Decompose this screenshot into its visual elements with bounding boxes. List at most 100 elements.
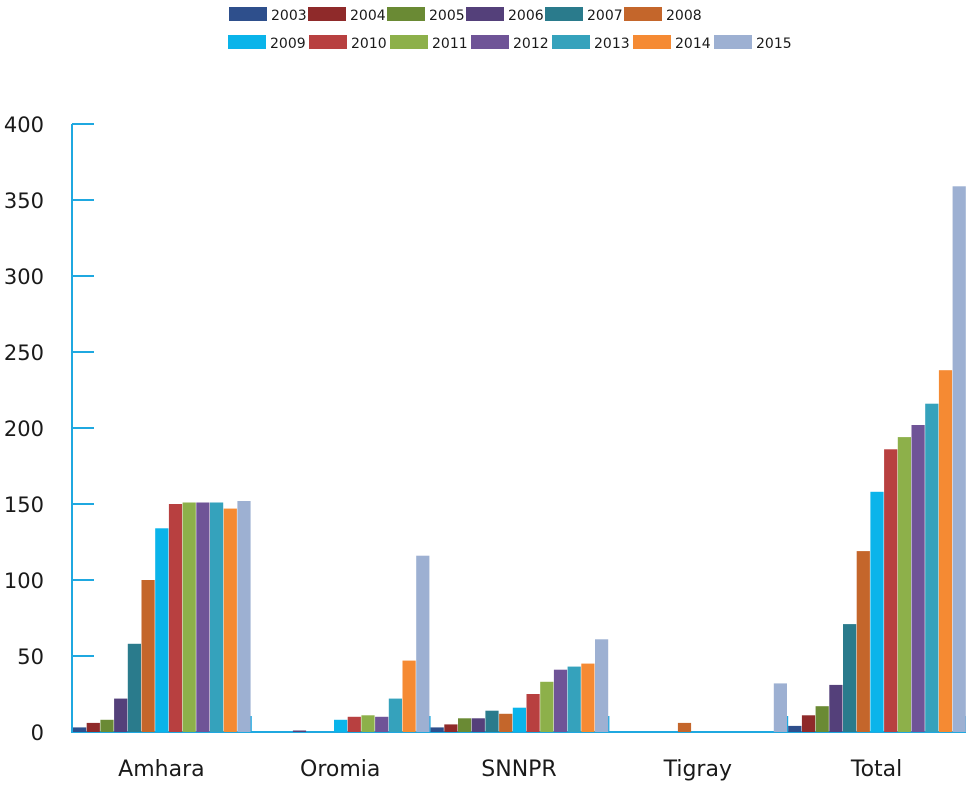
bar-snnpr-2007 — [485, 710, 499, 732]
bar-total-2010 — [884, 449, 898, 732]
bar-total-2012 — [911, 425, 925, 732]
bar-snnpr-2009 — [512, 707, 526, 732]
legend-label: 2006 — [508, 8, 544, 24]
legend-swatch — [552, 35, 590, 49]
legend-swatch — [633, 35, 671, 49]
x-category-label: Amhara — [118, 757, 204, 782]
legend-item-2006: 2006 — [466, 7, 544, 24]
bar-snnpr-2004 — [444, 724, 458, 732]
y-tick-label: 250 — [4, 341, 44, 365]
bar-amhara-2010 — [168, 504, 183, 732]
bar-total-2013 — [925, 403, 939, 732]
legend-label: 2009 — [270, 36, 306, 52]
legend-swatch — [624, 7, 662, 21]
legend-item-2005: 2005 — [387, 7, 465, 24]
bar-total-2006 — [829, 684, 843, 732]
bars — [73, 186, 966, 733]
bar-oromia-2009 — [334, 719, 348, 732]
bar-oromia-2012 — [375, 716, 389, 732]
bar-total-2015 — [952, 186, 966, 733]
legend-item-2007: 2007 — [545, 7, 623, 24]
bar-amhara-2009 — [155, 528, 169, 732]
bar-total-2003 — [788, 725, 802, 732]
bar-total-2008 — [856, 551, 870, 732]
legend-item-2004: 2004 — [308, 7, 386, 24]
x-category-label: Total — [850, 757, 902, 782]
bar-amhara-2007 — [127, 643, 141, 732]
legend-item-2003: 2003 — [229, 7, 307, 24]
bar-snnpr-2013 — [567, 666, 581, 732]
bar-amhara-2014 — [223, 508, 237, 732]
bar-total-2004 — [801, 715, 816, 732]
legend-label: 2005 — [429, 8, 465, 24]
legend-label: 2014 — [675, 36, 711, 52]
y-tick-label: 200 — [4, 417, 44, 441]
legend-label: 2013 — [594, 36, 630, 52]
legend-item-2014: 2014 — [633, 35, 711, 52]
bar-oromia-2014 — [402, 660, 416, 732]
labels: 0 50 100 150 200 250 300 350 400 Amhara Oromia SNNP… — [4, 113, 902, 782]
legend-item-2009: 2009 — [228, 35, 306, 52]
bar-snnpr-2005 — [458, 718, 472, 732]
bar-group-oromia — [292, 555, 430, 732]
bar-tigray-2008 — [677, 722, 692, 732]
legend-swatch — [228, 35, 266, 49]
legend-item-2012: 2012 — [471, 35, 549, 52]
legend-swatch — [387, 7, 425, 21]
bar-oromia-2006 — [292, 730, 307, 732]
bar-amhara-2008 — [141, 580, 155, 732]
bar-total-2007 — [843, 624, 857, 732]
bar-amhara-2003 — [73, 727, 87, 732]
bar-amhara-2006 — [114, 698, 128, 732]
bar-group-total — [788, 186, 966, 733]
y-tick-label: 350 — [4, 189, 44, 213]
bar-snnpr-2010 — [526, 694, 540, 732]
legend-label: 2012 — [513, 36, 549, 52]
x-category-label: Oromia — [300, 757, 380, 782]
legend-label: 2004 — [350, 8, 386, 24]
bar-snnpr-2011 — [540, 681, 554, 732]
legend-swatch — [466, 7, 504, 21]
x-category-label: SNNPR — [481, 757, 556, 782]
legend-item-2013: 2013 — [552, 35, 630, 52]
y-tick-label: 400 — [4, 113, 44, 137]
bar-oromia-2010 — [347, 716, 361, 732]
bar-amhara-2004 — [86, 722, 100, 732]
bar-total-2009 — [870, 491, 884, 732]
x-category-label: Tigray — [663, 757, 732, 782]
legend-swatch — [714, 35, 752, 49]
y-tick-label: 150 — [4, 493, 44, 517]
legend: 2003 2004 2005 2006 2007 2008 2009 2010 2011 2012… — [228, 7, 792, 52]
legend-label: 2007 — [587, 8, 623, 24]
legend-label: 2010 — [351, 36, 387, 52]
legend-swatch — [229, 7, 267, 21]
y-tick-label: 100 — [4, 569, 44, 593]
bar-amhara-2005 — [100, 719, 114, 732]
bar-snnpr-2015 — [595, 639, 609, 732]
legend-item-2008: 2008 — [624, 7, 702, 24]
legend-label: 2011 — [432, 36, 468, 52]
y-tick-label: 50 — [17, 645, 44, 669]
legend-swatch — [309, 35, 347, 49]
bar-amhara-2011 — [182, 502, 196, 732]
bar-amhara-2012 — [196, 502, 210, 732]
legend-item-2011: 2011 — [390, 35, 468, 52]
legend-item-2010: 2010 — [309, 35, 387, 52]
bar-total-2005 — [815, 706, 829, 732]
bar-snnpr-2006 — [471, 718, 485, 732]
y-tick-label: 300 — [4, 265, 44, 289]
bar-oromia-2013 — [388, 698, 402, 732]
legend-label: 2008 — [666, 8, 702, 24]
bar-total-2014 — [938, 370, 953, 732]
bar-snnpr-2014 — [581, 663, 595, 732]
bar-total-2011 — [897, 437, 911, 732]
legend-swatch — [308, 7, 346, 21]
bar-group-amhara — [73, 501, 251, 732]
bar-group-snnpr — [430, 639, 609, 732]
legend-swatch — [471, 35, 509, 49]
bar-snnpr-2012 — [553, 669, 568, 732]
bar-oromia-2011 — [361, 715, 375, 732]
bar-oromia-2015 — [416, 555, 430, 732]
